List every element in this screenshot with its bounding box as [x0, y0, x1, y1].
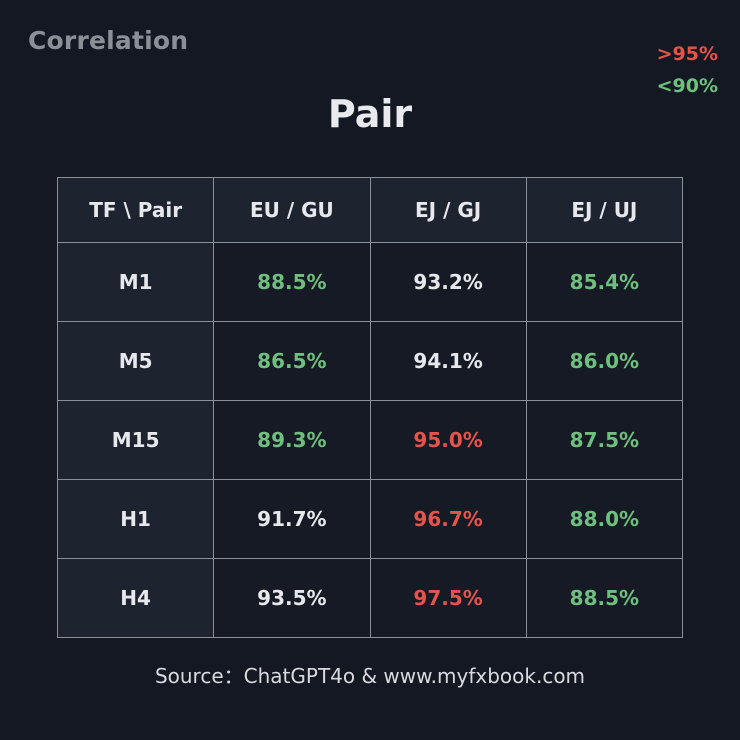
table-cell: 97.5% — [369, 558, 527, 638]
table-title: Pair — [327, 92, 413, 136]
row-header: M5 — [56, 321, 215, 401]
table-cell: 95.0% — [369, 400, 527, 480]
table-row: M15 89.3% 95.0% 87.5% — [56, 400, 684, 480]
legend-low: <90% — [656, 75, 718, 97]
color-legend: >95% <90% — [657, 38, 718, 102]
source-credit: Source：ChatGPT4o & www.myfxbook.com — [154, 664, 586, 688]
table-cell: 88.5% — [213, 242, 371, 322]
row-header: M1 — [56, 242, 215, 322]
column-header: EJ / UJ — [525, 177, 684, 243]
table-cell: 94.1% — [369, 321, 527, 401]
table-row: M1 88.5% 93.2% 85.4% — [56, 242, 684, 322]
table-cell: 86.0% — [525, 321, 684, 401]
legend-high: >95% — [656, 43, 718, 65]
table-cell: 88.0% — [525, 479, 684, 559]
correlation-table: TF \ Pair EU / GU EJ / GJ EJ / UJ M1 88.… — [56, 177, 684, 638]
column-header: EJ / GJ — [369, 177, 527, 243]
column-header: EU / GU — [213, 177, 371, 243]
table-cell: 89.3% — [213, 400, 371, 480]
corner-header: TF \ Pair — [56, 177, 215, 243]
row-header: M15 — [56, 400, 215, 480]
table-header-row: TF \ Pair EU / GU EJ / GJ EJ / UJ — [56, 177, 684, 243]
table-cell: 85.4% — [525, 242, 684, 322]
table-cell: 93.2% — [369, 242, 527, 322]
table-cell: 93.5% — [213, 558, 371, 638]
table-cell: 96.7% — [369, 479, 527, 559]
table-cell: 86.5% — [213, 321, 371, 401]
row-header: H4 — [56, 558, 215, 638]
table-cell: 88.5% — [525, 558, 684, 638]
table-cell: 91.7% — [213, 479, 371, 559]
table-row: H1 91.7% 96.7% 88.0% — [56, 479, 684, 559]
row-header: H1 — [56, 479, 215, 559]
table-cell: 87.5% — [525, 400, 684, 480]
table-row: H4 93.5% 97.5% 88.5% — [56, 558, 684, 638]
brand-title: Correlation — [28, 26, 189, 55]
table-row: M5 86.5% 94.1% 86.0% — [56, 321, 684, 401]
